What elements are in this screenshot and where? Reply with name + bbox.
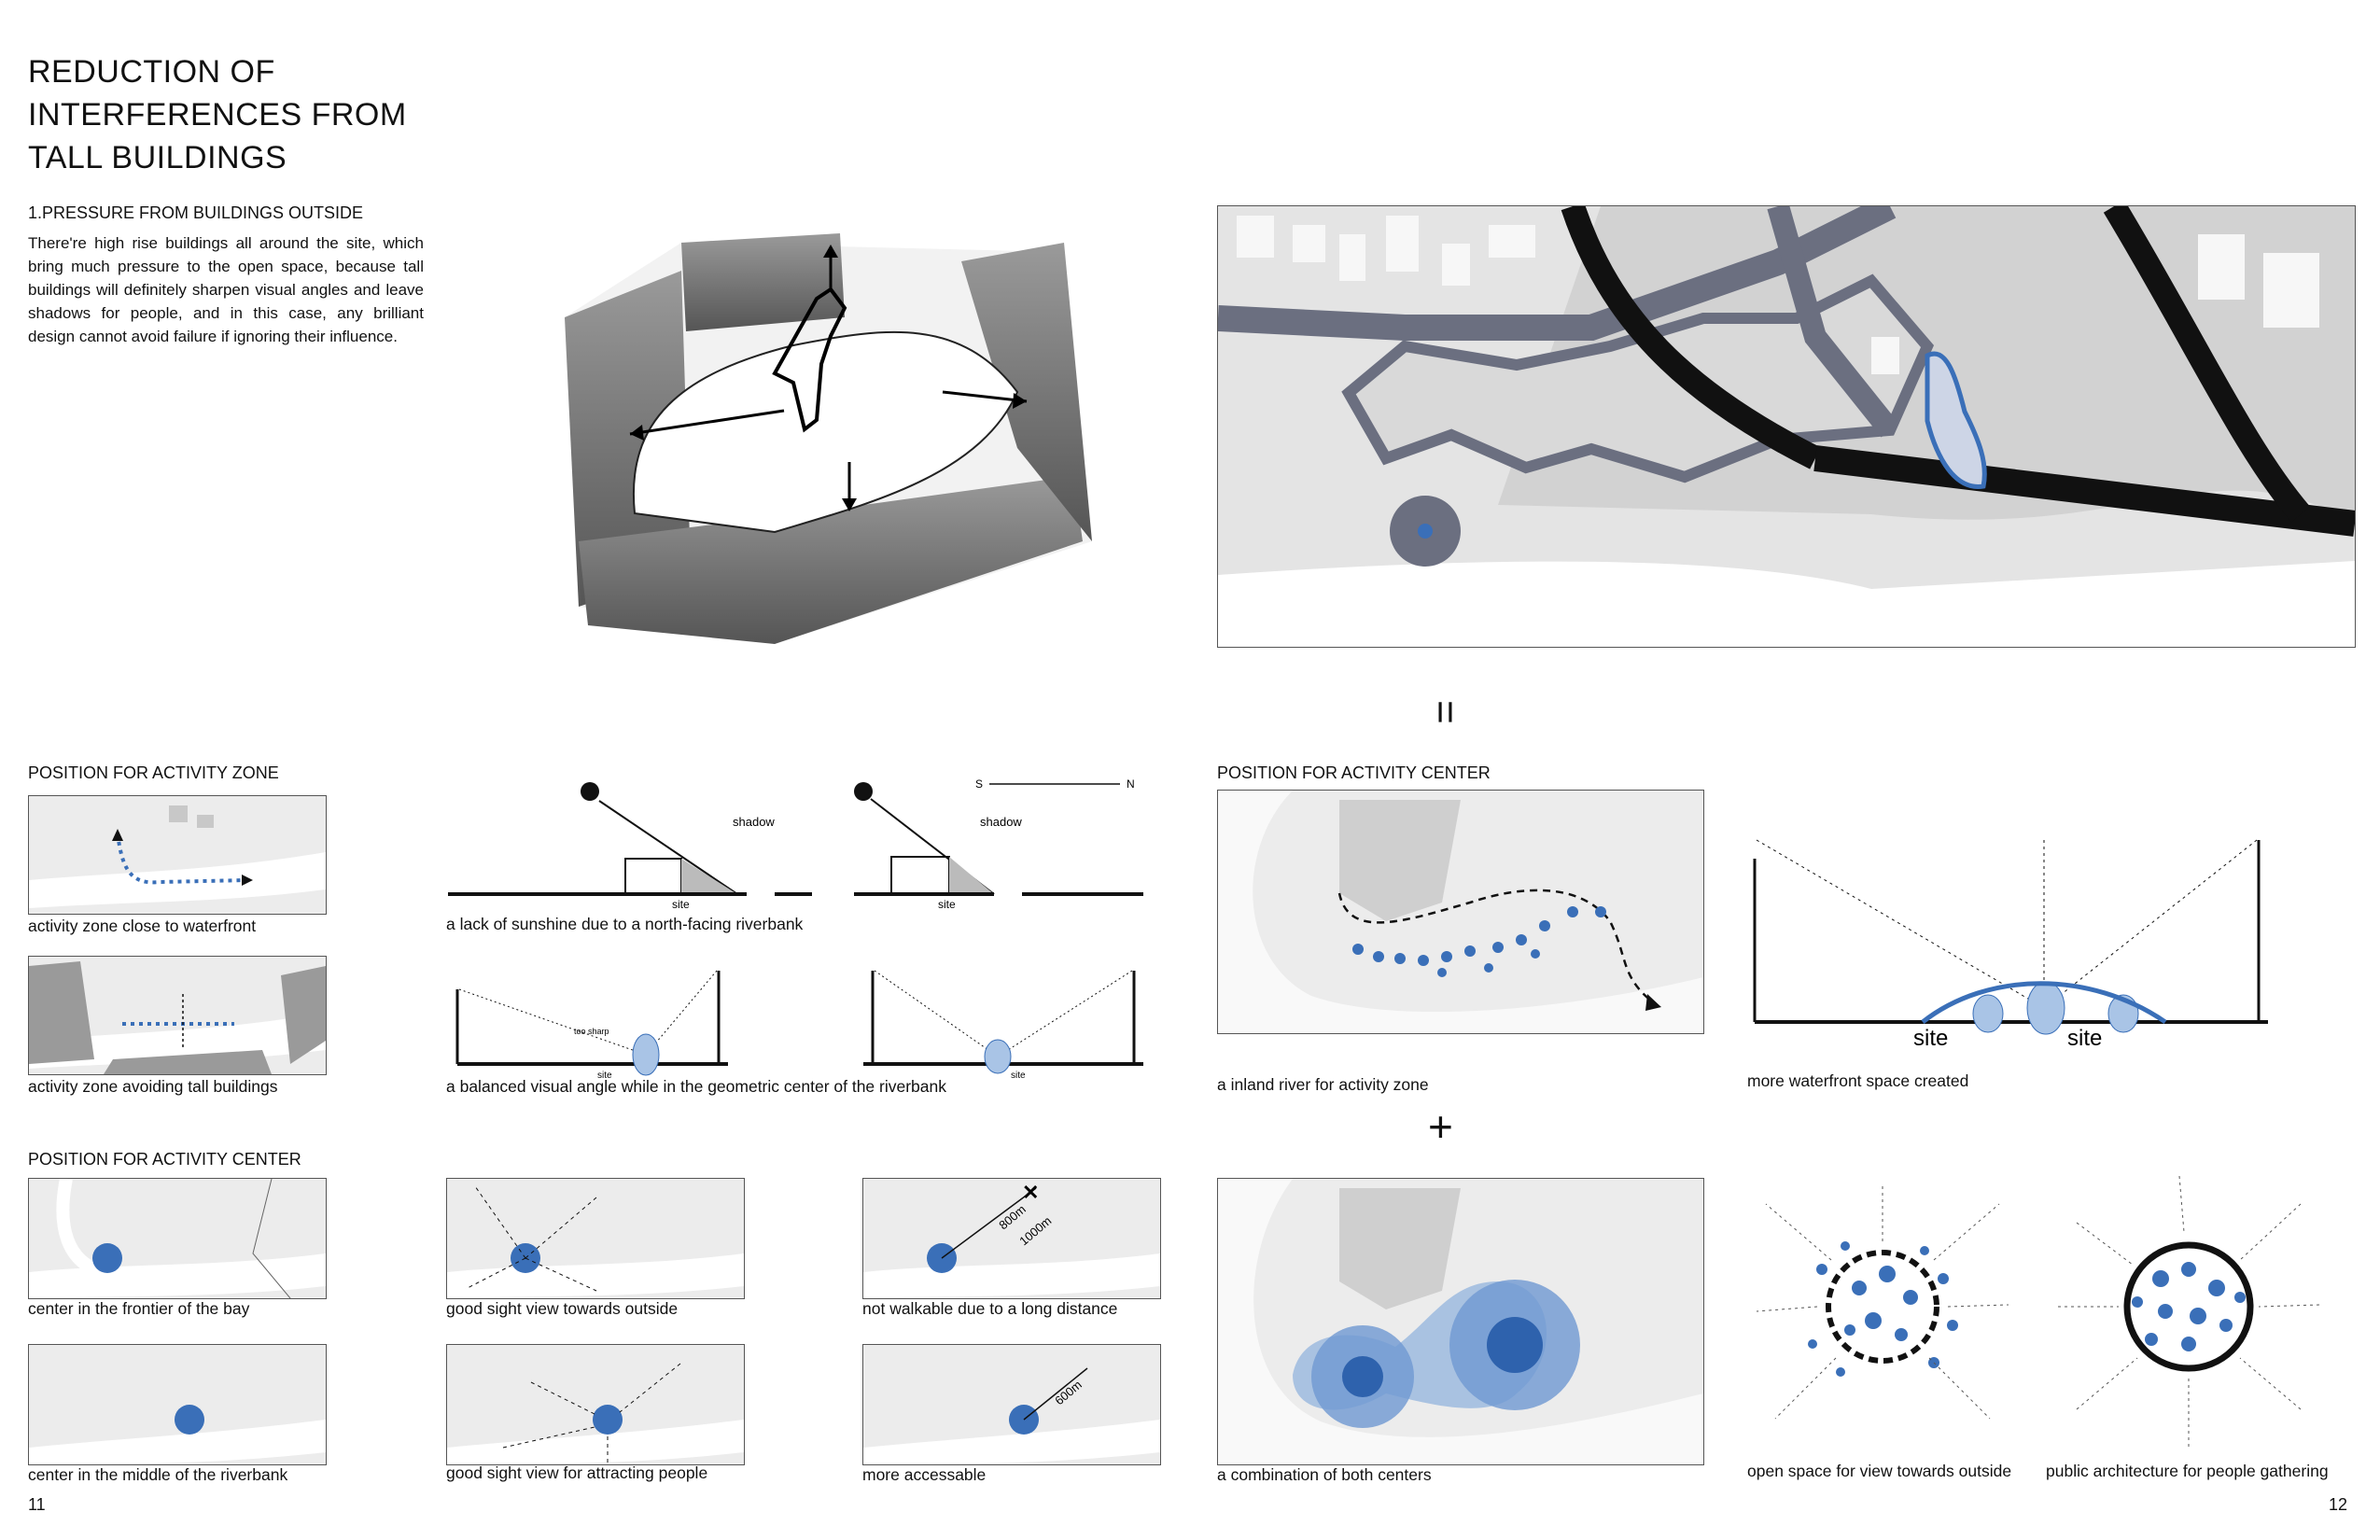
svg-text:site: site [597,1071,612,1081]
intro-heading: 1.PRESSURE FROM BUILDINGS OUTSIDE [28,203,364,222]
caption-public-architecture: public architecture for people gathering [2046,1462,2329,1480]
site-3d-model [565,233,1092,644]
caption-open-space: open space for view towards outside [1747,1462,2012,1480]
caption-inland-river: a inland river for activity zone [1217,1075,1429,1094]
building-facade-south [579,476,1083,644]
panel-inland-river [1217,790,1704,1034]
svg-text:site: site [1913,1026,1948,1051]
building-facade-west [565,271,691,607]
main-road [1561,206,1821,469]
caption-combination: a combination of both centers [1217,1465,1432,1484]
svg-text:site: site [2067,1026,2102,1051]
svg-text:S: S [975,777,983,791]
svg-text:site: site [938,898,956,911]
panel-zone-avoid [28,956,327,1075]
plus-sign: + [1428,1102,1453,1151]
section-activity-zone: POSITION FOR ACTIVITY ZONE [28,763,279,782]
caption-more-accessable: more accessable [862,1465,987,1484]
label-site: site [672,898,690,911]
caption-balanced-angle: a balanced visual angle while in the geo… [446,1077,947,1096]
section-activity-center-right: POSITION FOR ACTIVITY CENTER [1217,763,1491,782]
panel-not-walkable: ✕ 800m 1000m [862,1178,1161,1299]
building-facade-east [961,243,1092,541]
page-title: REDUCTION OF INTERFERENCES FROM TALL BUI… [28,54,407,175]
caption-center-middle: center in the middle of the riverbank [28,1465,288,1484]
diagram-sunshine-south: shadow site S N [854,777,1143,911]
panel-sight-outside [446,1178,745,1299]
site-outline [1925,351,1987,489]
caption-sight-attract: good sight view for attracting people [446,1463,708,1482]
panel-sight-attract [446,1344,745,1465]
caption-zone-avoid: activity zone avoiding tall buildings [28,1077,278,1096]
building-outline [772,287,847,433]
svg-text:✕: ✕ [1022,1181,1039,1204]
caption-center-frontier: center in the frontier of the bay [28,1299,250,1318]
diagram-open-space [1756,1185,2009,1420]
svg-text:N: N [1127,777,1135,791]
panel-zone-waterfront [28,795,327,915]
svg-text:shadow: shadow [980,815,1022,829]
panel-combination [1217,1178,1704,1465]
svg-text:site: site [1011,1071,1026,1081]
site-plan-top [1217,205,2356,648]
diagram-lack-sunshine: shadow site [448,782,812,911]
label-shadow: shadow [733,815,775,829]
section-activity-center-left: POSITION FOR ACTIVITY CENTER [28,1150,301,1169]
svg-text:1000m: 1000m [1016,1213,1054,1248]
diagram-too-sharp: too sharp site [455,970,728,1081]
panel-center-frontier [28,1178,327,1299]
building-facade-north [681,233,845,331]
caption-lack-sunshine: a lack of sunshine due to a north-facing… [446,915,804,933]
label-too-sharp: too sharp [574,1027,609,1036]
caption-more-waterfront: more waterfront space created [1747,1071,1969,1090]
caption-zone-waterfront: activity zone close to waterfront [28,917,257,935]
diagram-more-waterfront: site site [1753,839,2268,1051]
equals-sign: = [1421,700,1468,724]
diagram-public-architecture [2058,1175,2320,1447]
page-number-right: 12 [2329,1495,2348,1514]
panel-center-middle [28,1344,327,1465]
svg-text:600m: 600m [1052,1378,1085,1407]
caption-not-walkable: not walkable due to a long distance [862,1299,1118,1318]
caption-sight-outside: good sight view towards outside [446,1299,679,1318]
intro-text: There're high rise buildings all around … [28,234,424,345]
panel-more-accessable: 600m [862,1344,1161,1465]
page-number-left: 11 [28,1495,46,1514]
diagram-balanced: site [863,970,1143,1081]
